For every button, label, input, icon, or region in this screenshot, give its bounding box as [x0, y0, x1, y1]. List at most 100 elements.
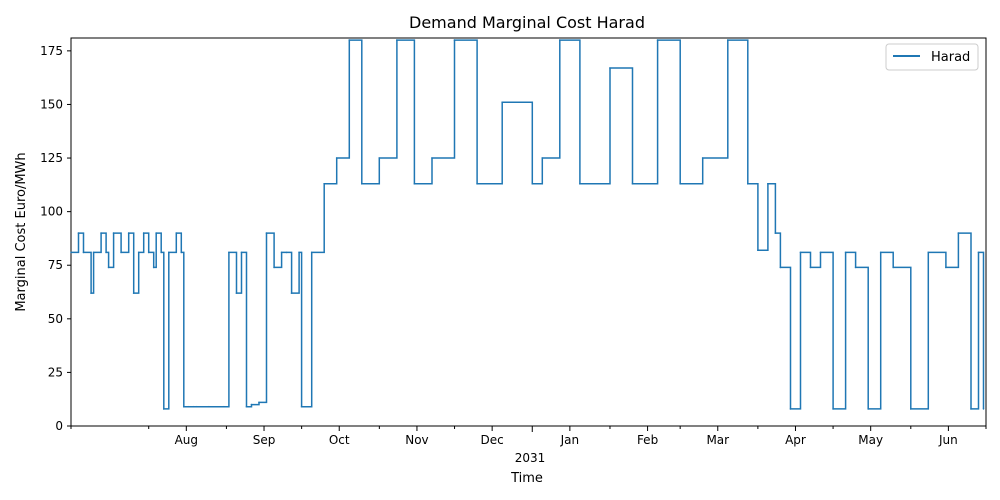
data-point — [431, 157, 433, 159]
x-tick-label: Sep — [253, 433, 276, 447]
data-point — [957, 232, 960, 234]
plot-area — [70, 37, 987, 427]
data-point — [240, 251, 243, 254]
data-point — [879, 251, 882, 254]
data-point — [265, 232, 268, 234]
legend-box — [885, 43, 979, 71]
data-point — [910, 408, 912, 410]
data-point — [310, 251, 313, 254]
data-point — [927, 251, 930, 254]
data-point — [155, 232, 157, 234]
data-point — [323, 183, 326, 185]
data-point — [120, 251, 122, 254]
data-point — [559, 39, 561, 41]
plot-frame — [70, 37, 987, 427]
data-point — [809, 266, 812, 269]
x-year-label: 2031 — [515, 451, 546, 465]
data-point — [82, 251, 85, 254]
data-point — [290, 292, 293, 294]
data-point — [631, 183, 634, 185]
data-point — [453, 39, 456, 41]
data-point — [127, 232, 130, 234]
data-point — [160, 251, 162, 254]
data-point — [656, 39, 659, 41]
x-tick-label: Feb — [637, 433, 658, 447]
x-tick-label: Jan — [560, 433, 580, 447]
y-axis: 0 25 50 75 100 125 150 175 — [40, 44, 71, 433]
data-point — [235, 292, 238, 294]
x-tick-label: Oct — [329, 433, 350, 447]
x-tick-label: Apr — [785, 433, 806, 447]
data-point — [188, 405, 190, 408]
data-point — [767, 183, 769, 185]
y-tick-label: 50 — [48, 312, 63, 326]
y-tick-label: 75 — [48, 258, 63, 272]
data-point — [285, 251, 288, 254]
data-point — [679, 183, 681, 185]
data-point — [799, 251, 802, 254]
x-tick-label: Jun — [938, 433, 958, 447]
data-point — [977, 251, 980, 254]
data-point — [77, 232, 80, 234]
data-point — [727, 39, 729, 41]
data-point — [609, 67, 611, 69]
data-point — [112, 232, 115, 234]
data-point — [945, 266, 947, 269]
data-point — [223, 405, 225, 408]
x-tick-label: May — [858, 433, 883, 447]
data-point — [348, 39, 351, 41]
data-point — [180, 251, 183, 254]
y-tick-label: 175 — [40, 44, 63, 58]
data-point — [541, 157, 544, 159]
data-point — [779, 266, 782, 269]
data-point — [867, 408, 869, 410]
data-point — [280, 251, 283, 254]
data-point — [168, 251, 170, 254]
data-point — [163, 408, 165, 410]
data-point — [90, 292, 92, 294]
data-point — [413, 183, 416, 185]
chart-title: Demand Marginal Cost Harad — [409, 13, 645, 32]
data-point — [183, 405, 185, 408]
x-tick-label: Dec — [481, 433, 504, 447]
data-point — [142, 232, 145, 234]
data-point — [228, 251, 230, 254]
data-point — [757, 249, 759, 251]
legend: Harad — [885, 43, 979, 71]
data-point — [982, 408, 985, 410]
data-point — [245, 405, 248, 408]
data-point — [378, 157, 381, 159]
data-point — [970, 408, 972, 410]
data-point — [476, 183, 478, 185]
data-point — [208, 405, 210, 408]
data-point — [774, 232, 777, 234]
data-point — [844, 251, 847, 254]
data-point — [100, 232, 102, 234]
data-point — [107, 266, 110, 269]
data-point — [789, 408, 792, 410]
data-point — [892, 266, 894, 269]
data-point — [701, 157, 704, 159]
data-point — [300, 405, 303, 408]
y-tick-label: 150 — [40, 97, 63, 111]
data-point — [531, 183, 534, 185]
data-point — [152, 266, 155, 269]
data-point — [147, 251, 150, 254]
data-point — [273, 266, 275, 269]
x-axis-title: Time — [510, 471, 543, 486]
y-tick-label: 25 — [48, 365, 63, 379]
legend-label-harad: Harad — [931, 50, 970, 65]
data-point — [747, 183, 749, 185]
data-point — [92, 251, 95, 254]
data-point — [258, 401, 260, 404]
data-point — [193, 405, 195, 408]
data-point — [579, 183, 581, 185]
data-point — [298, 251, 300, 254]
data-point — [175, 232, 178, 234]
data-point — [137, 251, 140, 254]
x-tick-label: Nov — [405, 433, 428, 447]
x-tick-label: Mar — [706, 433, 729, 447]
y-axis-title: Marginal Cost Euro/MWh — [14, 152, 29, 311]
data-point — [819, 251, 822, 254]
